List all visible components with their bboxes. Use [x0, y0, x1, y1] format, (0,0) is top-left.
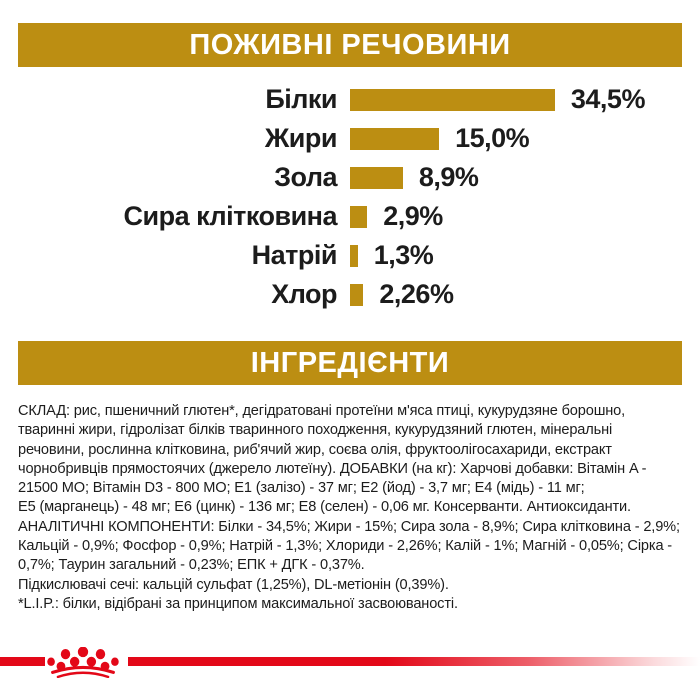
royal-canin-crown-icon — [47, 647, 119, 678]
nutrient-value: 2,26% — [379, 279, 454, 309]
nutrient-row: Жири 15,0% — [0, 119, 700, 158]
nutrient-value: 15,0% — [455, 123, 530, 153]
nutrient-bar — [350, 88, 555, 111]
nutrient-label: Хлор — [271, 279, 337, 309]
ingredients-line: тваринні жири, гідролізат білків тваринн… — [18, 422, 613, 439]
ingredients-line: 0,7%; Таурин загальний - 0,23%; ЕПК + ДГ… — [18, 557, 365, 574]
ingredients-line: СКЛАД: рис, пшеничний глютен*, дегідрато… — [18, 403, 626, 419]
nutrient-row: Хлор 2,26% — [0, 275, 700, 314]
nutrient-label: Білки — [265, 84, 337, 114]
nutrient-value: 8,9% — [418, 162, 479, 192]
nutrient-row: Сира клітковина 2,9% — [0, 197, 700, 236]
nutrient-label: Сира клітковина — [123, 201, 338, 231]
nutrient-label: Зола — [274, 162, 337, 192]
footer-red-line-left — [0, 657, 45, 666]
ingredients-line: Підкислювачі сечі: кальцій сульфат (1,25… — [18, 576, 449, 593]
footer-red-line-right — [128, 657, 700, 666]
ingredients-line: чорнобривців прямостоячих (джерело лютеї… — [18, 460, 647, 477]
ingredients-section-title: ІНГРЕДІЄНТИ — [250, 346, 450, 379]
nutrient-bar — [350, 127, 440, 150]
ingredients-line: Кальцій - 0,9%; Фосфор - 0,9%; Натрій - … — [18, 538, 673, 555]
nutrient-value: 34,5% — [570, 84, 646, 114]
nutrient-bar — [350, 166, 403, 189]
ingredients-section-header: ІНГРЕДІЄНТИ — [18, 341, 682, 385]
ingredients-line: речовини, рослинна клітковина, риб'ячий … — [18, 441, 612, 458]
nutrient-row: Натрій 1,3% — [0, 236, 700, 275]
nutrient-label: Жири — [264, 123, 338, 153]
nutrients-section-header: ПОЖИВНІ РЕЧОВИНИ — [18, 23, 682, 67]
nutrient-bar — [350, 283, 364, 306]
nutrient-value: 2,9% — [383, 201, 443, 231]
nutrient-row: Білки 34,5% — [0, 80, 700, 119]
nutrient-bar — [350, 244, 358, 267]
nutrient-bar — [350, 205, 368, 228]
nutrient-row: Зола 8,9% — [0, 158, 700, 197]
ingredients-text: СКЛАД: рис, пшеничний глютен*, дегідрато… — [18, 402, 700, 614]
ingredients-line: *L.I.P.: білки, відібрані за принципом м… — [18, 595, 458, 612]
nutrient-value: 1,3% — [373, 240, 434, 270]
ingredients-line: АНАЛІТИЧНІ КОМПОНЕНТИ: Білки - 34,5%; Жи… — [18, 518, 680, 535]
nutrients-chart: Білки 34,5% Жири 15,0% Зола 8,9% Сира кл… — [0, 80, 700, 314]
nutrients-section-title: ПОЖИВНІ РЕЧОВИНИ — [189, 28, 511, 61]
nutrient-label: Натрій — [251, 240, 338, 270]
ingredients-line: 21500 МО; Вітамін D3 - 800 МО; Е1 (заліз… — [18, 480, 585, 497]
ingredients-line: Е5 (марганець) - 48 мг; Е6 (цинк) - 136 … — [18, 499, 631, 516]
